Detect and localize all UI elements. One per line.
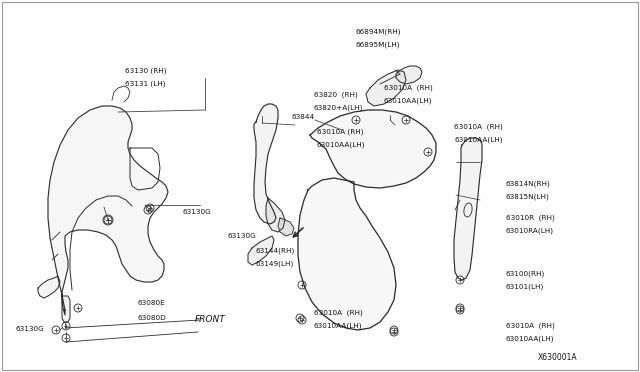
Polygon shape (48, 106, 168, 315)
Text: 63010AA(LH): 63010AA(LH) (314, 322, 362, 329)
Text: 63130 (RH): 63130 (RH) (125, 67, 166, 74)
Text: X630001A: X630001A (538, 353, 577, 362)
Polygon shape (254, 104, 278, 224)
Text: 63010A (RH): 63010A (RH) (317, 129, 364, 135)
Polygon shape (396, 66, 422, 84)
Text: 63820+A(LH): 63820+A(LH) (314, 105, 363, 111)
Text: 63814N(RH): 63814N(RH) (506, 181, 550, 187)
Text: 63101(LH): 63101(LH) (506, 283, 544, 290)
Polygon shape (310, 110, 436, 188)
Polygon shape (38, 276, 60, 298)
Text: 63010A  (RH): 63010A (RH) (384, 84, 433, 91)
Text: 63820  (RH): 63820 (RH) (314, 92, 357, 98)
Text: 63010RA(LH): 63010RA(LH) (506, 227, 554, 234)
Text: 63100(RH): 63100(RH) (506, 270, 545, 277)
Text: 63130G: 63130G (182, 209, 211, 215)
Text: 63844: 63844 (291, 114, 314, 120)
Text: 63130G: 63130G (227, 233, 256, 239)
Text: 63010AA(LH): 63010AA(LH) (454, 136, 503, 143)
Polygon shape (366, 70, 406, 106)
Text: 63144(RH): 63144(RH) (256, 248, 295, 254)
Text: 63010AA(LH): 63010AA(LH) (384, 97, 433, 104)
Polygon shape (248, 236, 274, 265)
Text: 63131 (LH): 63131 (LH) (125, 80, 165, 87)
Text: 63010AA(LH): 63010AA(LH) (506, 335, 554, 342)
Text: FRONT: FRONT (195, 315, 226, 324)
Text: 63010A  (RH): 63010A (RH) (314, 309, 362, 316)
Text: 66894M(RH): 66894M(RH) (355, 28, 401, 35)
Text: 63149(LH): 63149(LH) (256, 261, 294, 267)
Text: 63080D: 63080D (138, 315, 166, 321)
Text: 66895M(LH): 66895M(LH) (355, 41, 400, 48)
Text: 63010R  (RH): 63010R (RH) (506, 214, 554, 221)
Polygon shape (298, 178, 396, 330)
Text: 63080E: 63080E (138, 300, 165, 306)
Polygon shape (278, 218, 294, 236)
Polygon shape (266, 198, 285, 232)
Polygon shape (454, 138, 482, 280)
Text: 63815N(LH): 63815N(LH) (506, 194, 549, 201)
Text: 63130G: 63130G (16, 326, 45, 332)
Polygon shape (62, 296, 70, 322)
Text: 63010AA(LH): 63010AA(LH) (317, 142, 365, 148)
Text: 63010A  (RH): 63010A (RH) (506, 322, 554, 329)
Text: 63010A  (RH): 63010A (RH) (454, 123, 503, 130)
